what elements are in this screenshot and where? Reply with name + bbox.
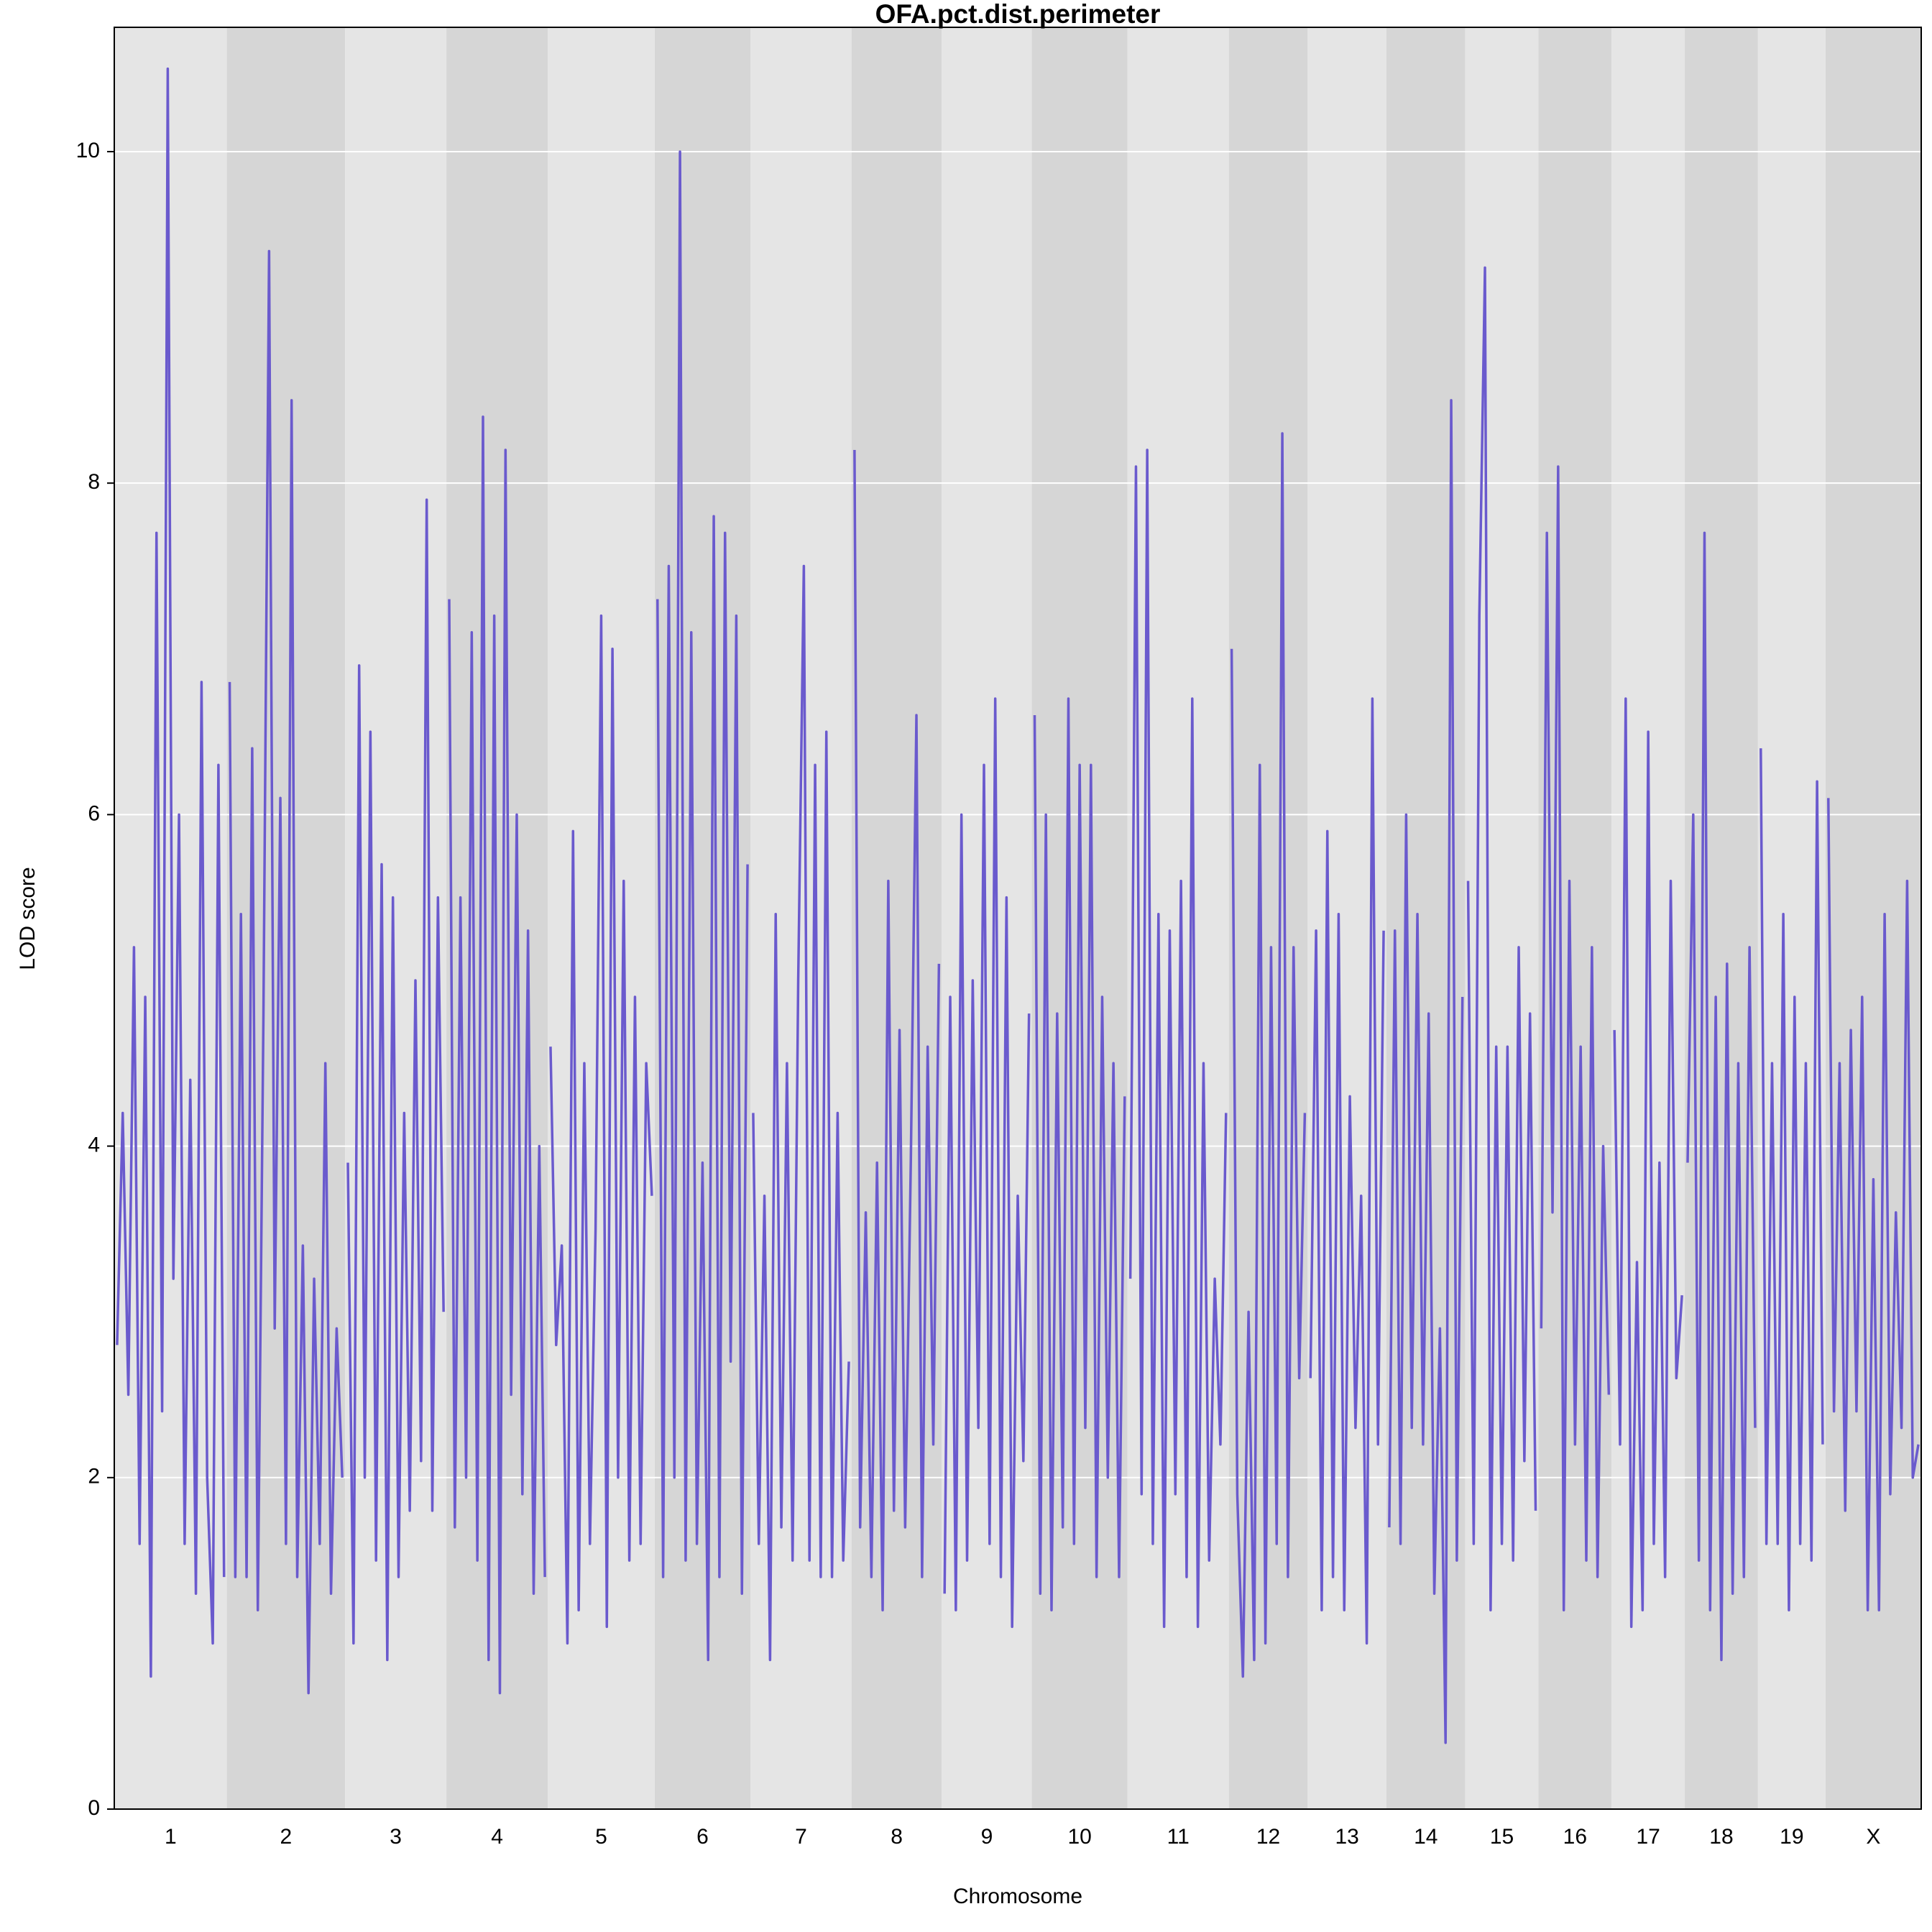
lod-curve <box>346 498 445 1662</box>
chromosome-band <box>750 27 852 1809</box>
x-tick-label: 6 <box>696 1825 709 1849</box>
lod-curve <box>228 249 344 1695</box>
lod-curve <box>1230 432 1307 1678</box>
y-axis-label: LOD score <box>16 867 40 970</box>
x-tick-label: 19 <box>1780 1825 1803 1849</box>
lod-lines <box>116 67 1920 1744</box>
chromosome-band <box>548 27 655 1809</box>
chromosome-band <box>1127 27 1229 1809</box>
lod-curve <box>1466 266 1537 1612</box>
x-tick-label: 11 <box>1167 1825 1190 1849</box>
lod-curve <box>1686 531 1757 1662</box>
lod-curve <box>1540 465 1611 1612</box>
lod-curve <box>1033 697 1126 1612</box>
y-tick-label: 8 <box>88 470 100 494</box>
lod-curve <box>1309 697 1385 1645</box>
x-tick-label: 3 <box>390 1825 402 1849</box>
x-tick-label: 18 <box>1709 1825 1733 1849</box>
x-tick-label: 17 <box>1636 1825 1660 1849</box>
x-tick-label: 9 <box>981 1825 993 1849</box>
y-tick-label: 2 <box>88 1465 100 1489</box>
x-tick-label: 14 <box>1414 1825 1438 1849</box>
chromosome-band <box>1228 27 1308 1809</box>
y-tick-label: 10 <box>76 139 100 162</box>
lod-curve <box>1760 748 1824 1612</box>
lod-curve <box>1827 798 1920 1612</box>
lod-curve <box>116 67 226 1678</box>
chromosome-band <box>851 27 942 1809</box>
lod-curve <box>656 150 749 1662</box>
chromosome-band <box>1757 27 1826 1809</box>
chromosome-band <box>654 27 750 1809</box>
background-bands <box>114 27 1921 1809</box>
plot-frame <box>114 27 1922 1810</box>
lod-curve <box>853 450 941 1612</box>
lod-curve <box>1388 399 1464 1744</box>
lod-curve <box>1128 448 1228 1629</box>
lod-curve <box>943 697 1031 1629</box>
lod-curve <box>448 415 546 1695</box>
x-tick-label: 7 <box>795 1825 807 1849</box>
x-tick-label: 4 <box>491 1825 503 1849</box>
lod-curve <box>752 564 850 1662</box>
y-tick-label: 6 <box>88 801 100 825</box>
lod-curve <box>549 614 653 1645</box>
y-tick-label: 4 <box>88 1133 100 1157</box>
chart-title: OFA.pct.dist.perimeter <box>875 0 1161 29</box>
x-tick-label: 8 <box>891 1825 903 1849</box>
x-tick-label: 16 <box>1563 1825 1587 1849</box>
x-tick-label: 15 <box>1490 1825 1514 1849</box>
chromosome-band <box>1825 27 1921 1809</box>
x-tick-label: X <box>1866 1825 1880 1849</box>
x-tick-label: 1 <box>165 1825 177 1849</box>
x-tick-label: 5 <box>595 1825 607 1849</box>
y-tick-label: 0 <box>88 1796 100 1820</box>
x-tick-label: 2 <box>280 1825 293 1849</box>
lod-curve <box>1613 697 1683 1629</box>
x-tick-label: 12 <box>1256 1825 1280 1849</box>
x-tick-label: 13 <box>1335 1825 1358 1849</box>
x-tick-label: 10 <box>1067 1825 1091 1849</box>
x-axis-label: Chromosome <box>953 1885 1082 1908</box>
